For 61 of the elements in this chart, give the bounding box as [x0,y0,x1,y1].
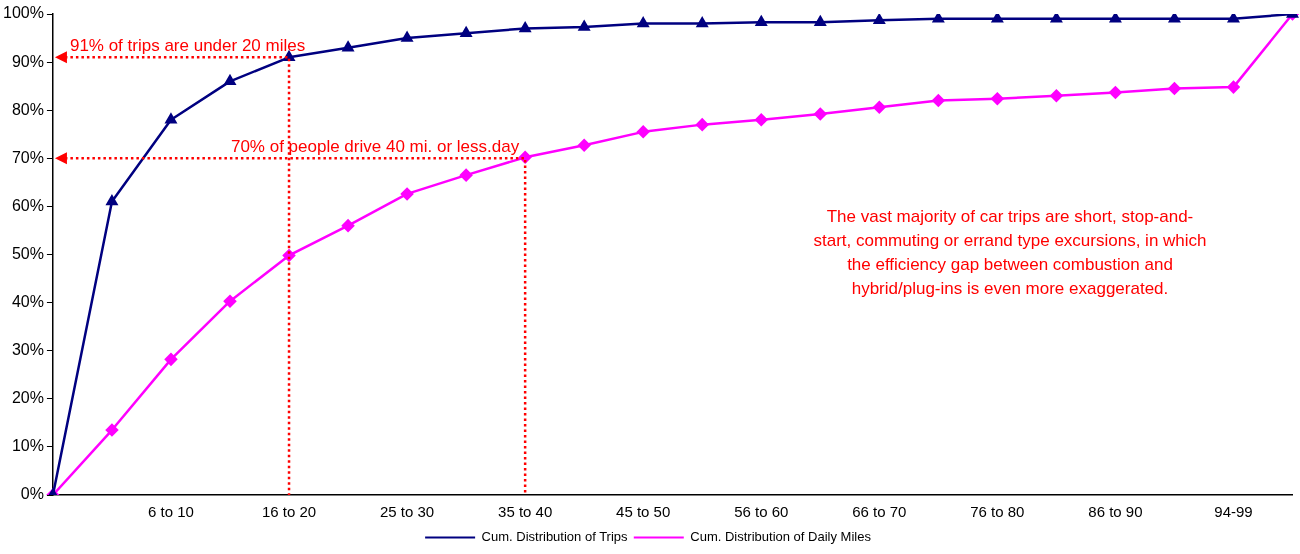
point [1109,86,1122,99]
point [873,14,885,24]
point [1050,14,1062,23]
point [696,17,708,28]
legend-label: Cum. Distribution of Trips [481,529,629,545]
y-tick-label: 70% [11,148,44,166]
point [459,168,473,182]
point [932,14,944,23]
x-tick-label: 66 to 70 [852,503,907,521]
y-tick-label: 80% [11,100,44,118]
annotation: The vast majority of car trips are short, stop-and-start, commuting or errand type excursions, in which the efficiency gap between combustion and hybrid/plug-ins is even more exaggerated. [812,206,1208,300]
y-tick-label: 60% [11,196,44,214]
point [1168,82,1181,95]
y-tick-label: 90% [11,52,44,70]
point [341,219,355,232]
point [578,20,590,31]
x-tick-label: 16 to 20 [261,503,317,521]
point [577,139,591,152]
point [223,294,237,308]
point [755,15,767,26]
x-tick-label: 35 to 40 [498,503,553,521]
x-tick-label: 25 to 30 [379,503,435,521]
point [1050,89,1063,103]
y-tick-label: 100% [3,4,44,22]
y-tick-label: 40% [11,293,44,311]
point [1109,14,1121,23]
x-tick-label: 6 to 10 [148,503,194,521]
point [1227,80,1240,94]
point [342,41,354,52]
y-tick-label: 30% [11,341,44,359]
point [400,187,414,201]
x-tick-label: 45 to 50 [616,503,671,521]
point [695,118,709,131]
point [636,125,650,139]
y-tick-label: 10% [11,437,44,455]
point [519,22,531,33]
point [637,17,649,28]
y-tick-label: 0% [20,485,44,503]
point [873,101,886,114]
x-tick-label: 56 to 60 [734,503,789,521]
point [460,26,472,37]
point [814,107,827,121]
x-tick-label: 76 to 80 [970,503,1025,521]
point [814,15,826,26]
point [164,353,178,366]
point [106,195,118,206]
point [105,423,119,437]
point [224,75,236,86]
y-tick-label: 20% [11,389,44,407]
point [991,92,1004,105]
legend-label: Cum. Distribution of Daily Miles [690,529,872,545]
point [991,14,1003,23]
annotation: 70% of people drive 40 mi. or less.day [230,137,520,157]
point [932,94,945,107]
point [755,113,768,127]
x-tick-label: 86 to 90 [1088,503,1143,521]
point [401,31,413,42]
x-tick-label: 94-99 [1214,503,1253,521]
y-tick-label: 50% [11,244,44,262]
point [165,113,177,124]
annotation: 91% of trips are under 20 miles [69,36,306,56]
